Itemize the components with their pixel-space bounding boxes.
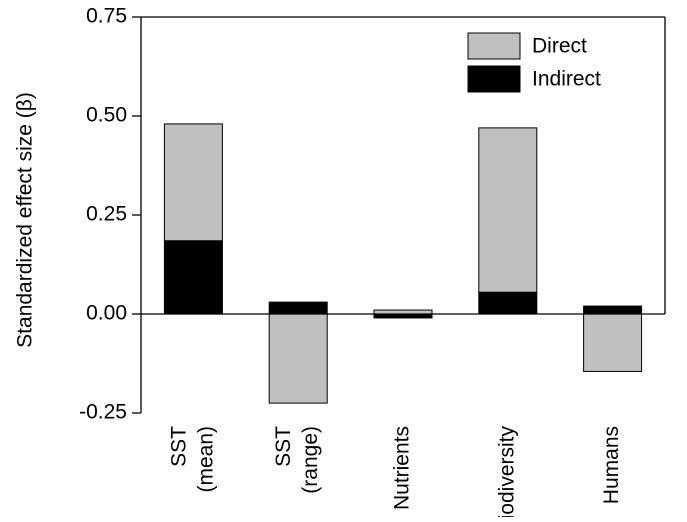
x-category-label-line: Humans <box>600 426 623 504</box>
bar-indirect <box>583 305 643 315</box>
y-axis-title: Standardized effect size (β) <box>14 92 37 348</box>
bar-direct <box>478 127 538 293</box>
bar-indirect <box>268 301 328 315</box>
legend-swatch-direct <box>467 32 521 60</box>
x-category-label: Nutrients <box>391 426 414 510</box>
bar-direct <box>268 313 328 404</box>
x-category-labels-group: SST (mean) SST (range) Nutrients Biodiversity… <box>167 426 623 522</box>
x-category-label-line: Nutrients <box>391 426 414 510</box>
bar-direct <box>583 313 643 372</box>
x-category-label-line: (range) <box>299 426 322 494</box>
bar-indirect <box>478 291 538 315</box>
y-tick-label: 0.50 <box>86 104 127 127</box>
legend-label-indirect: Indirect <box>532 68 601 91</box>
y-tick-label: 0.75 <box>86 5 127 28</box>
x-category-label: SST (mean) <box>167 426 217 493</box>
y-tick-label: 0.25 <box>86 203 127 226</box>
legend: Direct Indirect <box>467 32 601 93</box>
x-category-label: Humans <box>600 426 623 504</box>
x-category-label-line: SST <box>272 426 295 467</box>
y-tick-label: -0.25 <box>79 401 127 424</box>
legend-swatch-indirect <box>467 65 521 93</box>
bars-group <box>163 123 643 404</box>
x-category-label-line: (mean) <box>194 426 217 493</box>
legend-label-direct: Direct <box>532 35 587 58</box>
y-tick-label: 0.00 <box>86 302 127 325</box>
y-ticks-group: -0.25 0.00 0.25 0.50 0.75 <box>79 5 141 424</box>
x-category-label: SST (range) <box>272 426 322 494</box>
bar-indirect <box>163 240 223 315</box>
x-category-label-line: Biodiversity <box>495 426 518 517</box>
x-category-label: Biodiversity <box>495 426 518 522</box>
x-category-label-line: SST <box>167 426 190 467</box>
bar-direct <box>163 123 223 242</box>
